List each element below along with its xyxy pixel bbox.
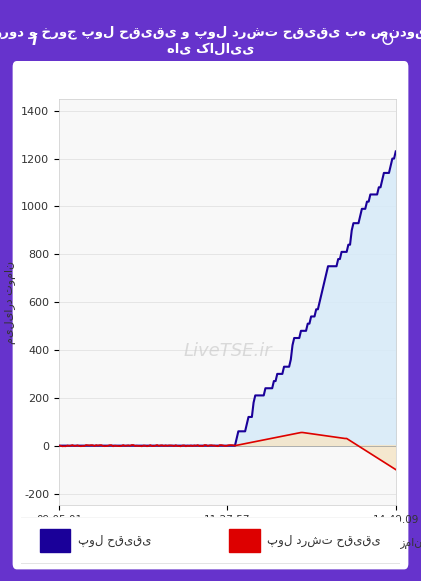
Text: ↻: ↻ [380,32,395,49]
Bar [40,529,70,552]
FancyBboxPatch shape [17,517,404,564]
Text: پول درشت حقیقی: پول درشت حقیقی [267,534,381,547]
Y-axis label: میلیارد تومان: میلیارد تومان [5,260,16,344]
Text: پول حقیقی: پول حقیقی [78,534,151,547]
Text: LiveTSE.ir: LiveTSE.ir [183,342,272,360]
Text: های کالایی: های کالایی [167,43,254,56]
Text: زمان: زمان [399,538,421,549]
Text: ورود و خروج پول حقیقی و پول درشت حقیقی به صندوق: ورود و خروج پول حقیقی و پول درشت حقیقی ب… [0,25,421,39]
Bar [229,529,260,552]
Text: i: i [31,33,36,48]
FancyBboxPatch shape [13,61,408,569]
